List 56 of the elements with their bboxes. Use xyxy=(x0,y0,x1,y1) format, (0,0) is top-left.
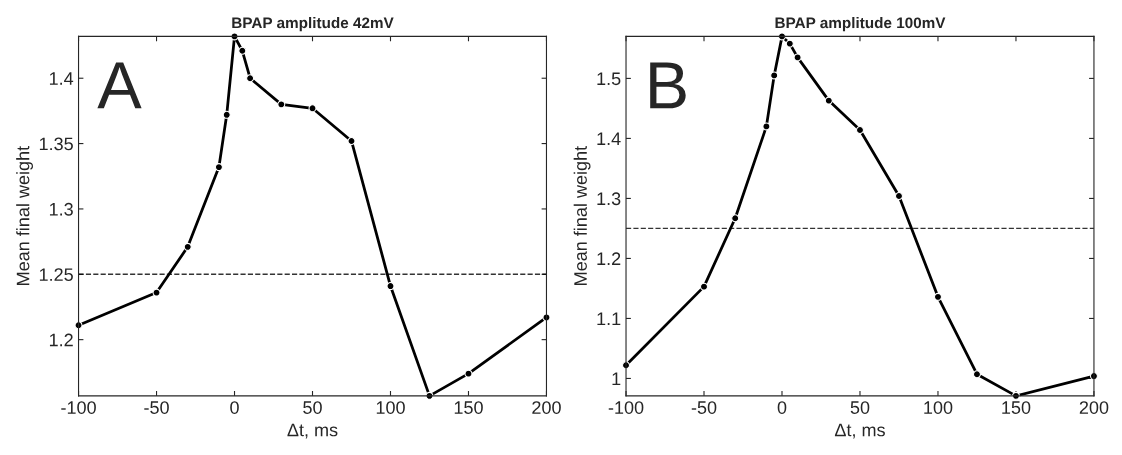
x-tick-label: -100 xyxy=(61,401,96,414)
point xyxy=(700,282,708,291)
point xyxy=(214,163,223,172)
y-tick-label: 1.4 xyxy=(597,132,621,145)
y-tick-label: 1.5 xyxy=(597,72,621,86)
point xyxy=(386,282,395,291)
x-tick-label: -50 xyxy=(144,401,169,414)
x-tick-label: -50 xyxy=(691,401,717,414)
point xyxy=(785,39,794,48)
point xyxy=(793,53,802,62)
point xyxy=(246,74,255,83)
point xyxy=(152,288,161,297)
y-tick-label: 1.3 xyxy=(597,192,621,206)
y-tick-label: 1.1 xyxy=(597,312,621,325)
x-axis-title: Δt, ms xyxy=(834,423,885,439)
point xyxy=(762,122,771,131)
x-tick-label: 100 xyxy=(924,401,953,414)
point xyxy=(238,46,247,55)
point xyxy=(277,100,286,109)
y-tick-label: 1 xyxy=(612,372,621,385)
y-tick-label: 1.2 xyxy=(597,252,621,265)
x-tick-label: 0 xyxy=(230,401,239,414)
point xyxy=(347,136,356,145)
point xyxy=(770,71,779,80)
x-tick-label: 50 xyxy=(303,401,322,414)
chart-title: BPAP amplitude 100mV xyxy=(775,17,946,32)
point xyxy=(1011,391,1020,400)
chart-title: BPAP amplitude 42mV xyxy=(232,17,394,32)
x-tick-label: 200 xyxy=(1079,401,1109,414)
x-tick-label: -100 xyxy=(608,401,644,414)
y-tick-label: 1.2 xyxy=(49,333,73,347)
point xyxy=(183,242,192,251)
x-tick-label: 150 xyxy=(1002,401,1031,414)
point xyxy=(222,110,231,119)
y-tick-label: 1.3 xyxy=(49,202,73,216)
point xyxy=(464,369,473,378)
annotation: B xyxy=(650,62,686,109)
x-tick-label: 50 xyxy=(850,401,870,414)
y-axis-title: Mean final weight xyxy=(573,146,591,285)
y-tick-label: 1.4 xyxy=(49,72,74,85)
point xyxy=(894,192,903,201)
point xyxy=(933,292,942,301)
point xyxy=(855,126,864,135)
y-tick-label: 1.25 xyxy=(39,268,73,282)
x-tick-label: 200 xyxy=(532,401,561,414)
annotation: A xyxy=(97,62,142,109)
point xyxy=(824,96,833,105)
x-tick-label: 150 xyxy=(454,401,483,414)
point xyxy=(972,370,981,379)
x-tick-label: 0 xyxy=(777,401,787,414)
x-tick-label: 100 xyxy=(376,401,405,414)
x-axis-title: Δt, ms xyxy=(287,423,338,439)
point xyxy=(308,104,317,113)
point xyxy=(731,214,740,223)
y-axis-title: Mean final weight xyxy=(16,146,33,285)
y-tick-label: 1.35 xyxy=(39,137,73,151)
